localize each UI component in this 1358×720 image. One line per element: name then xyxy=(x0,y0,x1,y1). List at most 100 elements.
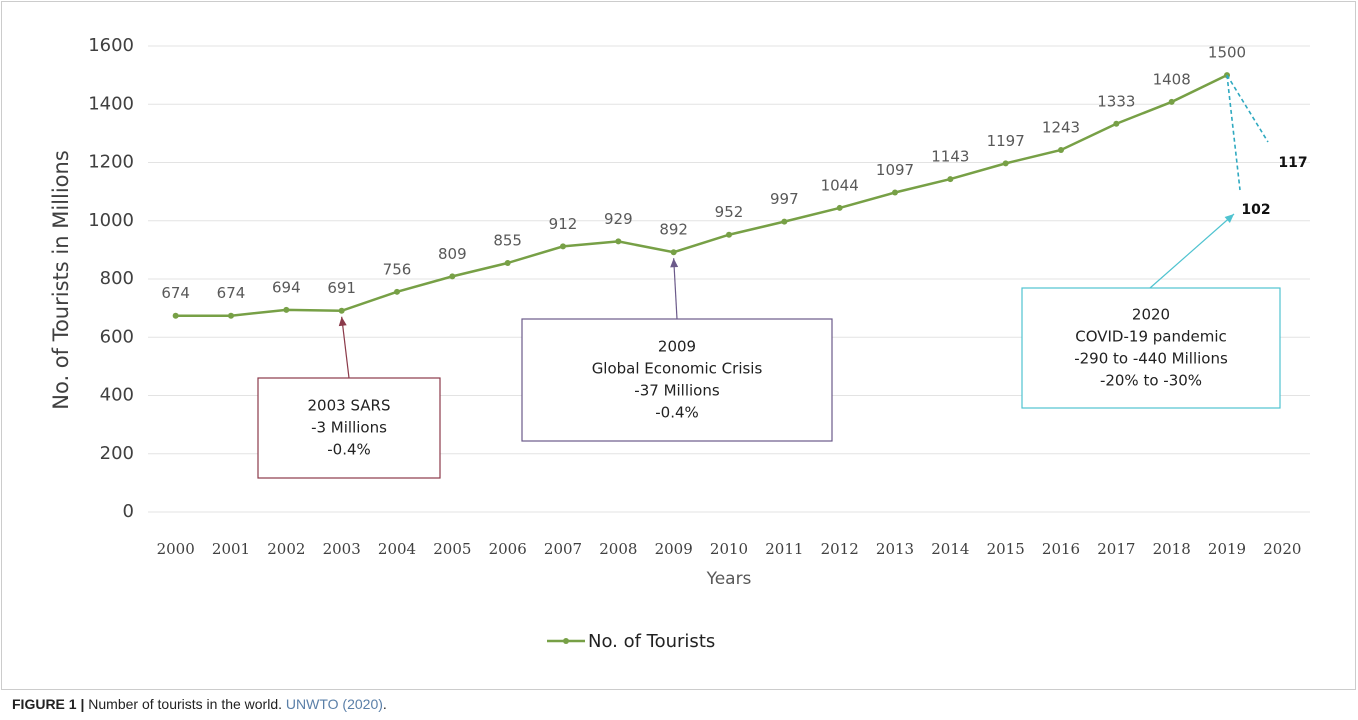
annotation-text: 2003 SARS xyxy=(308,397,391,415)
data-point xyxy=(1058,146,1064,153)
annotation-box xyxy=(1021,287,1281,409)
data-label: 1408 xyxy=(1153,70,1191,88)
data-point xyxy=(892,189,898,196)
annotation-text: -20% to -30% xyxy=(1100,372,1202,390)
data-label: 809 xyxy=(438,245,467,263)
caption-text: Number of tourists in the world. xyxy=(88,696,283,712)
annotation-text: -0.4% xyxy=(327,441,371,459)
data-label: 952 xyxy=(715,203,744,221)
x-tick-label: 2006 xyxy=(489,540,527,558)
annotation-text: -290 to -440 Millions xyxy=(1074,350,1228,368)
annotation-text: -0.4% xyxy=(655,404,699,422)
annotation-text: Global Economic Crisis xyxy=(592,360,763,378)
data-point xyxy=(172,312,179,319)
y-tick-label: 400 xyxy=(100,385,134,406)
caption-label: FIGURE 1 | xyxy=(12,696,85,712)
data-point xyxy=(1168,98,1175,105)
data-point xyxy=(726,231,732,238)
y-tick-label: 1000 xyxy=(88,210,134,231)
annotation-arrow xyxy=(341,316,350,379)
y-tick-label: 800 xyxy=(100,268,134,289)
data-label: 674 xyxy=(217,284,246,302)
data-point xyxy=(615,238,622,245)
projection-label: 102 xyxy=(1241,202,1270,218)
data-point xyxy=(560,243,566,250)
arrow-head xyxy=(1224,214,1234,223)
y-tick-label: 0 xyxy=(123,501,134,522)
x-tick-label: 2009 xyxy=(655,540,693,558)
x-tick-label: 2013 xyxy=(876,540,914,558)
data-label: 1044 xyxy=(821,176,859,194)
data-label: 691 xyxy=(327,279,356,297)
data-label: 674 xyxy=(161,284,190,302)
x-tick-label: 2010 xyxy=(710,540,748,558)
x-tick-label: 2003 xyxy=(323,540,361,558)
series-line xyxy=(175,73,1228,317)
projection-line xyxy=(1226,75,1241,191)
x-tick-label: 2004 xyxy=(378,540,416,558)
annotation-text: COVID-19 pandemic xyxy=(1075,328,1227,346)
y-tick-label: 600 xyxy=(100,326,134,347)
data-label: 912 xyxy=(549,215,578,233)
x-tick-label: 2018 xyxy=(1153,540,1191,558)
x-tick-label: 2001 xyxy=(212,540,250,558)
data-label: 1500 xyxy=(1208,44,1246,62)
data-label: 756 xyxy=(383,260,412,278)
data-label: 1243 xyxy=(1042,118,1080,136)
data-point xyxy=(781,218,788,225)
annotation-text: -3 Millions xyxy=(311,419,387,437)
projection-label: 117 xyxy=(1278,155,1307,171)
y-tick-label: 1400 xyxy=(88,93,134,114)
x-tick-label: 2015 xyxy=(987,540,1025,558)
y-tick-label: 1600 xyxy=(88,35,134,56)
data-point xyxy=(283,306,290,313)
x-axis-title: Years xyxy=(706,569,752,589)
x-tick-label: 2014 xyxy=(931,540,969,558)
x-tick-label: 2019 xyxy=(1208,540,1246,558)
data-label: 1097 xyxy=(876,161,914,179)
annotation-box xyxy=(257,377,441,479)
data-label: 929 xyxy=(604,210,633,228)
caption-suffix: . xyxy=(382,696,387,712)
legend-label: No. of Tourists xyxy=(588,631,715,652)
annotation-arrow xyxy=(1149,213,1235,289)
x-tick-label: 2002 xyxy=(267,540,305,558)
arrow-head xyxy=(338,316,347,327)
data-label: 1197 xyxy=(987,132,1025,150)
chart: No. of Tourists in Millions Years 0 200 40… xyxy=(1,1,1356,690)
legend-marker xyxy=(563,638,569,644)
x-tick-label: 2011 xyxy=(765,540,803,558)
x-tick-label: 2012 xyxy=(821,540,859,558)
data-label: 892 xyxy=(659,221,688,239)
x-tick-label: 2008 xyxy=(599,540,637,558)
data-point xyxy=(394,288,400,295)
x-tick-label: 2016 xyxy=(1042,540,1080,558)
annotation-text: 2020 xyxy=(1132,306,1170,324)
caption: FIGURE 1 | Number of tourists in the wor… xyxy=(12,696,387,712)
data-point xyxy=(836,204,843,211)
data-label: 997 xyxy=(770,190,799,208)
data-point xyxy=(670,249,677,256)
annotation-arrow xyxy=(673,258,678,320)
x-tick-label: 2007 xyxy=(544,540,582,558)
data-label: 855 xyxy=(493,231,522,249)
caption-source: UNWTO (2020) xyxy=(285,696,383,712)
data-point xyxy=(1113,120,1120,127)
data-point xyxy=(338,307,345,314)
y-tick-label: 200 xyxy=(100,443,134,464)
x-tick-label: 2017 xyxy=(1097,540,1135,558)
data-label: 1333 xyxy=(1097,92,1135,110)
data-point xyxy=(504,259,511,266)
projection-line xyxy=(1226,74,1269,143)
x-tick-label: 2020 xyxy=(1263,540,1301,558)
data-point xyxy=(228,312,234,319)
data-label: 694 xyxy=(272,278,301,296)
data-label: 1143 xyxy=(931,148,969,166)
y-tick-label: 1200 xyxy=(88,152,134,173)
data-point xyxy=(1002,160,1009,167)
arrow-head xyxy=(670,258,679,268)
annotation-text: -37 Millions xyxy=(634,382,720,400)
data-point xyxy=(947,176,954,183)
data-point xyxy=(449,273,456,280)
